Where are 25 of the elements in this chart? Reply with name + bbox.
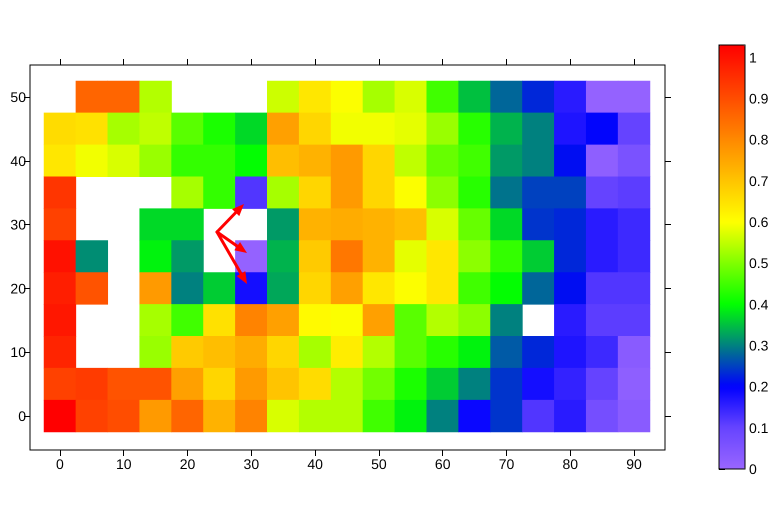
x-tick-label: 90 xyxy=(626,456,642,472)
color-bar-label: 0.9 xyxy=(749,90,769,107)
x-tick-label: 50 xyxy=(371,456,387,472)
y-tick-label: 10 xyxy=(10,344,26,360)
y-tick-label: 40 xyxy=(10,152,26,169)
color-bar-label: 1 xyxy=(749,49,757,66)
color-bar-label: 0.2 xyxy=(749,378,769,395)
x-tick-label: 60 xyxy=(434,456,451,472)
color-bar-label: 0.4 xyxy=(749,296,769,312)
x-tick-label: 80 xyxy=(562,456,578,472)
x-tick-label: 70 xyxy=(498,456,514,472)
x-tick-label: 10 xyxy=(116,456,132,472)
x-tick-label: 0 xyxy=(56,456,64,472)
color-bar-label: 0.3 xyxy=(749,338,769,354)
y-tick-label: 30 xyxy=(10,216,26,233)
x-tick-label: 20 xyxy=(180,456,196,472)
color-bar-label: 0.6 xyxy=(749,214,769,230)
color-bar-label: 0.7 xyxy=(749,172,769,189)
y-tick-label: 20 xyxy=(10,280,26,296)
color-bar-label: 0.5 xyxy=(749,255,769,272)
color-bar-label: 0.1 xyxy=(749,420,769,436)
y-tick-label: 50 xyxy=(10,88,26,105)
x-tick-label: 30 xyxy=(244,456,260,472)
color-bar-label: 0.8 xyxy=(749,132,769,148)
x-tick-label: 40 xyxy=(307,456,324,472)
